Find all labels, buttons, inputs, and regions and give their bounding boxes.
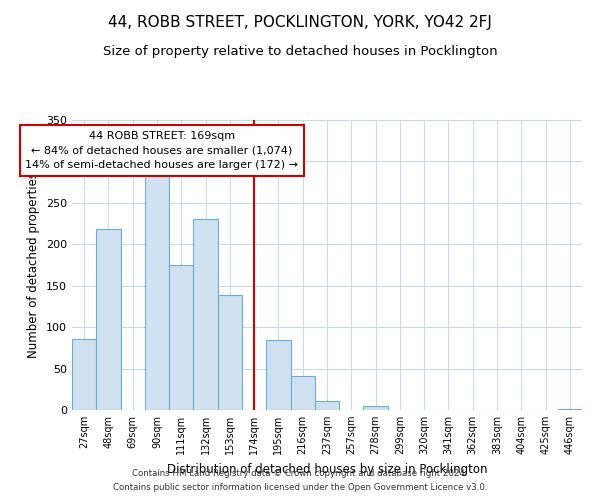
Bar <box>193 220 218 410</box>
Bar <box>218 295 242 410</box>
X-axis label: Distribution of detached houses by size in Pocklington: Distribution of detached houses by size … <box>167 462 487 475</box>
Text: Contains HM Land Registry data © Crown copyright and database right 2024.: Contains HM Land Registry data © Crown c… <box>132 468 468 477</box>
Bar <box>145 176 169 410</box>
Bar <box>169 265 193 410</box>
Text: Contains public sector information licensed under the Open Government Licence v3: Contains public sector information licen… <box>113 484 487 492</box>
Bar <box>290 376 315 410</box>
Text: 44, ROBB STREET, POCKLINGTON, YORK, YO42 2FJ: 44, ROBB STREET, POCKLINGTON, YORK, YO42… <box>108 15 492 30</box>
Bar <box>72 338 96 410</box>
Text: Size of property relative to detached houses in Pocklington: Size of property relative to detached ho… <box>103 45 497 58</box>
Text: 44 ROBB STREET: 169sqm
← 84% of detached houses are smaller (1,074)
14% of semi-: 44 ROBB STREET: 169sqm ← 84% of detached… <box>25 131 298 170</box>
Bar <box>96 228 121 410</box>
Bar <box>315 401 339 410</box>
Bar <box>364 406 388 410</box>
Bar <box>266 340 290 410</box>
Bar <box>558 409 582 410</box>
Y-axis label: Number of detached properties: Number of detached properties <box>28 172 40 358</box>
